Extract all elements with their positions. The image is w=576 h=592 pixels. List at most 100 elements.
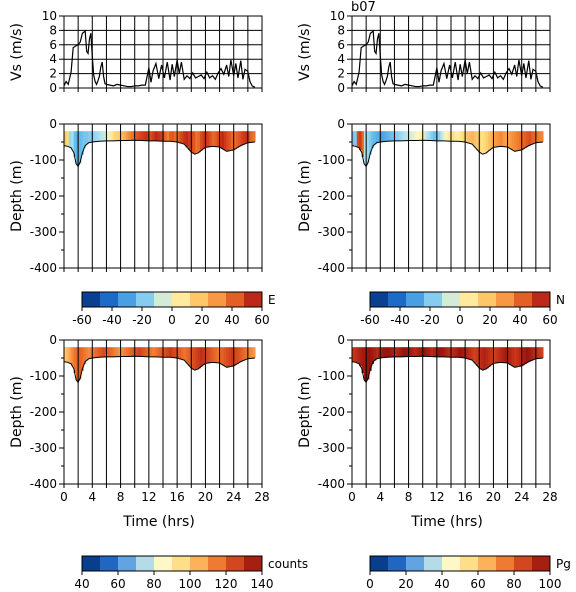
colorbar-swatch (424, 556, 443, 571)
heatmap-cell (190, 131, 194, 153)
heatmap-cell (135, 131, 139, 141)
heatmap-cell (385, 131, 389, 142)
heatmap-cell (211, 347, 215, 363)
heatmap-cell (514, 347, 518, 368)
heatmap-cell (235, 131, 239, 148)
heatmap-cell (192, 131, 196, 154)
heatmap-cell (130, 347, 134, 357)
heatmap-cell (409, 347, 413, 357)
heatmap-cell (433, 131, 437, 141)
heatmap-cell (473, 131, 477, 148)
heatmap-cell (66, 131, 70, 147)
colorbar-swatch (226, 556, 245, 571)
panel-N: 0 -100 -200 -300 -400 Depth (m) (297, 117, 551, 275)
x-tick-label: 12 (141, 490, 156, 504)
x-tick-label: 8 (117, 490, 125, 504)
y-tick-label: 4 (49, 52, 57, 66)
heatmap-cell (233, 347, 237, 366)
heatmap-cell (504, 347, 508, 363)
colorbar-tick-label: 140 (251, 577, 274, 591)
heatmap-cell (185, 347, 189, 364)
heatmap-cell (366, 131, 370, 164)
heatmap-cell (83, 347, 87, 364)
heatmap-cell (128, 131, 132, 141)
heatmap-cell (157, 131, 161, 142)
colorbar-swatch (82, 556, 101, 571)
heatmap-cell (99, 131, 103, 142)
colorbar-swatch (370, 292, 389, 307)
heatmap-cell (171, 347, 175, 358)
colorbar-frame (81, 555, 263, 572)
heatmap-cell (378, 131, 382, 143)
colorbar-swatch (208, 556, 227, 571)
heatmap-cell (538, 347, 542, 359)
heatmap-cell (452, 131, 456, 142)
colorbar-swatch (118, 556, 137, 571)
heatmap-cell (466, 131, 470, 143)
y-tick-label: 0 (337, 81, 345, 95)
heatmap-cell (531, 131, 534, 145)
heatmap-cell (202, 347, 206, 365)
heatmap-cell (243, 347, 246, 361)
heatmap-cell (473, 347, 477, 364)
heatmap-cell (411, 347, 415, 357)
heatmap-cell (476, 347, 480, 366)
heatmap-cell (92, 347, 96, 358)
heatmap-cell (78, 347, 82, 380)
heatmap-cell (152, 131, 156, 141)
colorbar-swatch (514, 556, 533, 571)
heatmap-cell (71, 347, 75, 367)
heatmap-cell (126, 347, 130, 357)
heatmap-cell (221, 131, 225, 149)
colorbar-swatch (172, 556, 191, 571)
y-tick-label: 0 (337, 333, 345, 347)
x-axis-label: Time (hrs) (410, 514, 483, 530)
x-tick-label: 28 (542, 490, 557, 504)
heatmap-cell (154, 347, 158, 357)
heatmap-cell (459, 347, 463, 358)
heatmap-cell (102, 347, 106, 358)
heatmap-cell (195, 131, 199, 154)
heatmap-cell (169, 131, 172, 142)
colorbar-swatch (406, 292, 425, 307)
heatmap-cell (440, 347, 444, 357)
heatmap-cell (238, 347, 242, 363)
heatmap-cell (445, 347, 449, 358)
colorbar-swatch (226, 292, 245, 307)
y-axis-label: Depth (m) (9, 160, 25, 232)
colorbar-swatch (460, 292, 479, 307)
heatmap-cell (228, 347, 232, 367)
heatmap-cell (459, 131, 463, 142)
y-tick-label: -200 (30, 405, 57, 419)
colorbar-swatch (406, 556, 425, 571)
heatmap-cell (471, 131, 475, 145)
heatmap-cell (478, 131, 482, 153)
heatmap-cell (502, 131, 506, 147)
x-tick-label: 20 (198, 490, 213, 504)
colorbar-label: N (556, 293, 565, 307)
heatmap-cell (457, 347, 460, 358)
heatmap-cell (142, 131, 146, 141)
heatmap-cell (461, 131, 465, 142)
heatmap-cell (437, 347, 441, 357)
y-axis-label: Depth (m) (9, 376, 25, 448)
heatmap-cell (492, 347, 496, 364)
heatmap-cell (516, 131, 520, 151)
heatmap-cell (154, 131, 158, 141)
heatmap-cell (447, 131, 451, 142)
heatmap-cell (64, 347, 67, 362)
heatmap-cell (226, 347, 230, 368)
heatmap-cell (430, 347, 434, 357)
heatmap-cell (180, 131, 184, 144)
heatmap-cell (394, 131, 398, 141)
heatmap-cell (483, 347, 487, 370)
heatmap-cell (188, 347, 192, 366)
heatmap-cell (414, 347, 418, 357)
heatmap-cell (123, 347, 127, 357)
y-tick-label: -400 (30, 261, 57, 275)
heatmap-cell (245, 131, 249, 144)
heatmap-cell (90, 131, 94, 143)
heatmap-cell (363, 347, 367, 382)
